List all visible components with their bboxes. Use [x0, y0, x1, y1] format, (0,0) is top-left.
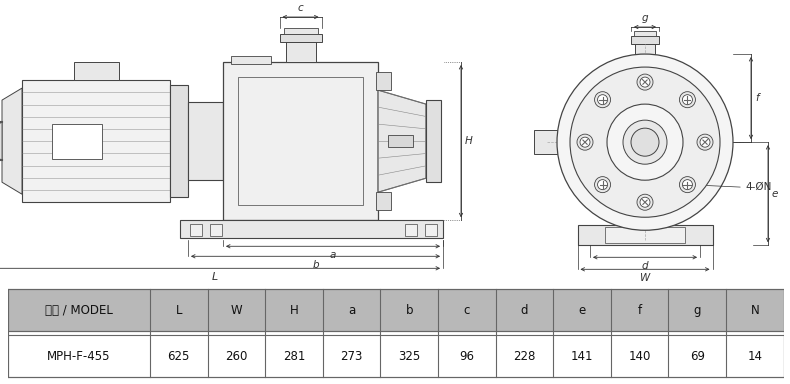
Text: e: e — [578, 304, 585, 317]
Text: L: L — [175, 304, 182, 317]
Text: e: e — [772, 189, 778, 199]
Bar — [634, 31, 656, 36]
Text: f: f — [755, 93, 758, 103]
Text: 325: 325 — [398, 349, 420, 362]
Circle shape — [607, 104, 683, 180]
Text: c: c — [298, 3, 303, 13]
Bar — [426, 100, 441, 182]
Text: 228: 228 — [514, 349, 536, 362]
Bar — [52, 124, 102, 159]
Bar — [284, 28, 318, 34]
Text: 型式 / MODEL: 型式 / MODEL — [45, 304, 113, 317]
Text: d: d — [521, 304, 529, 317]
Circle shape — [697, 134, 713, 150]
Bar — [180, 220, 443, 238]
Text: c: c — [464, 304, 470, 317]
Polygon shape — [378, 90, 426, 192]
Text: N: N — [750, 304, 759, 317]
Text: 281: 281 — [283, 349, 305, 362]
Text: b: b — [405, 304, 413, 317]
Circle shape — [631, 128, 659, 156]
Text: W: W — [640, 273, 650, 283]
Bar — [605, 227, 685, 243]
Circle shape — [637, 74, 653, 90]
Text: 4-ØN: 4-ØN — [745, 182, 771, 192]
Text: 96: 96 — [459, 349, 474, 362]
Bar — [577, 225, 713, 245]
Bar — [190, 224, 202, 236]
Text: H: H — [465, 136, 472, 146]
Circle shape — [679, 177, 695, 193]
Text: f: f — [638, 304, 641, 317]
Circle shape — [637, 194, 653, 210]
Bar — [238, 77, 363, 205]
Text: 140: 140 — [629, 349, 651, 362]
Bar — [188, 102, 223, 180]
Bar — [534, 130, 562, 154]
Text: 260: 260 — [225, 349, 247, 362]
Circle shape — [570, 67, 720, 217]
Bar — [405, 224, 417, 236]
Circle shape — [700, 137, 710, 147]
Text: g: g — [641, 13, 649, 23]
Circle shape — [597, 180, 608, 190]
Circle shape — [580, 137, 590, 147]
Text: 273: 273 — [340, 349, 363, 362]
Text: a: a — [329, 250, 337, 260]
Bar — [231, 56, 271, 64]
Bar — [223, 62, 378, 220]
Bar — [280, 34, 322, 42]
Text: H: H — [290, 304, 299, 317]
Bar — [170, 85, 188, 197]
Circle shape — [595, 92, 611, 108]
Bar — [388, 135, 413, 147]
Polygon shape — [2, 88, 22, 194]
Circle shape — [683, 95, 692, 105]
Circle shape — [597, 95, 608, 105]
Circle shape — [683, 180, 692, 190]
Polygon shape — [0, 122, 2, 160]
Text: b: b — [312, 260, 319, 270]
Circle shape — [595, 177, 611, 193]
Text: g: g — [694, 304, 701, 317]
Circle shape — [557, 54, 733, 230]
Bar — [8, 335, 784, 377]
Bar — [73, 62, 118, 80]
Bar — [8, 289, 784, 331]
Circle shape — [640, 77, 650, 87]
Circle shape — [640, 197, 650, 207]
Bar — [285, 42, 315, 62]
Bar — [631, 36, 659, 44]
Text: a: a — [348, 304, 356, 317]
Circle shape — [577, 134, 593, 150]
Text: 69: 69 — [690, 349, 705, 362]
Text: L: L — [212, 272, 218, 282]
Bar — [635, 44, 655, 59]
Bar — [210, 224, 222, 236]
Text: W: W — [231, 304, 243, 317]
Bar — [376, 72, 391, 90]
Bar — [22, 80, 170, 202]
Text: 141: 141 — [571, 349, 593, 362]
Circle shape — [623, 120, 667, 164]
Text: MPH-F-455: MPH-F-455 — [47, 349, 111, 362]
Text: d: d — [641, 261, 649, 271]
Text: 625: 625 — [167, 349, 190, 362]
Circle shape — [679, 92, 695, 108]
Bar — [425, 224, 437, 236]
Bar — [376, 192, 391, 210]
Text: 14: 14 — [747, 349, 762, 362]
